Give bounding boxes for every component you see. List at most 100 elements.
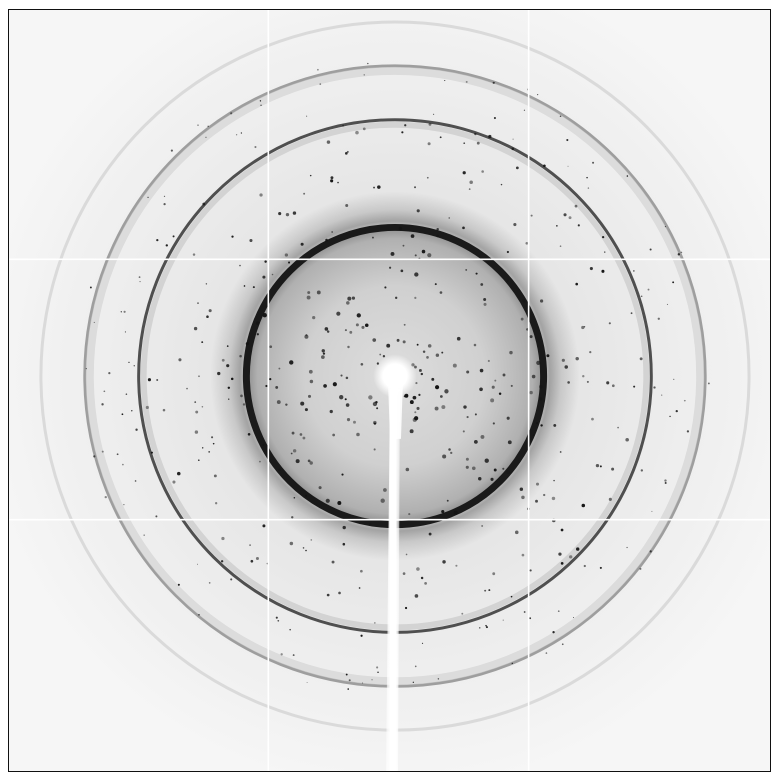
diffraction-spot [664, 479, 667, 482]
diffraction-spot [485, 624, 487, 627]
diffraction-spot [355, 323, 359, 327]
diffraction-spot [262, 275, 266, 279]
diffraction-spot [653, 386, 656, 389]
diffraction-spot [346, 418, 351, 422]
diffraction-spot [509, 350, 513, 355]
diffraction-spot [611, 384, 615, 388]
diffraction-spot [143, 534, 145, 536]
beamstop-arm [386, 389, 400, 771]
diffraction-spot [463, 142, 466, 144]
diffraction-spot [291, 516, 294, 519]
diffraction-spot [332, 382, 337, 387]
diffraction-spot [227, 386, 231, 390]
diffraction-spot [481, 170, 484, 173]
diffraction-spot [242, 403, 246, 406]
diffraction-spot [410, 234, 415, 238]
diffraction-spot [194, 401, 197, 403]
diffraction-spot [487, 359, 490, 363]
diffraction-spot [360, 634, 363, 637]
diffraction-spot [520, 317, 524, 321]
diffraction-spot [493, 116, 496, 120]
diffraction-spot [589, 351, 592, 354]
diffraction-spot [331, 560, 335, 564]
diffraction-spot [262, 443, 265, 446]
diffraction-spot [369, 522, 372, 525]
diffraction-spot [275, 385, 279, 389]
diffraction-spot [471, 466, 476, 471]
diffraction-spot [372, 338, 377, 342]
diffraction-spot [439, 291, 443, 294]
diffraction-spot [201, 447, 204, 449]
diffraction-spot [307, 459, 311, 463]
diffraction-spot [559, 451, 562, 453]
diffraction-spot [427, 253, 432, 258]
diffraction-spot [405, 553, 408, 556]
diffraction-spot [303, 192, 306, 195]
diffraction-spot [337, 181, 339, 184]
diffraction-spot [601, 269, 605, 273]
diffraction-spot [85, 368, 87, 370]
diffraction-spot [347, 688, 350, 690]
diffraction-spot [483, 302, 487, 306]
diffraction-spot [278, 468, 281, 472]
diffraction-spot [336, 311, 341, 316]
diffraction-spot [285, 403, 288, 406]
diffraction-spot [686, 430, 690, 433]
diffraction-spot [567, 381, 570, 384]
diffraction-spot [420, 576, 424, 580]
diffraction-spot [421, 642, 424, 644]
diffraction-spot [510, 384, 513, 387]
diffraction-spot [205, 283, 208, 285]
diffraction-spot [145, 405, 149, 410]
diffraction-spot [512, 138, 514, 140]
diffraction-spot [416, 406, 420, 410]
diffraction-spot [522, 299, 526, 303]
diffraction-spot [400, 269, 404, 273]
diffraction-spot [551, 496, 556, 501]
diffraction-spot [521, 495, 525, 500]
diffraction-spot [364, 323, 369, 328]
diffraction-spot [599, 566, 602, 570]
diffraction-spot [374, 622, 376, 624]
diffraction-spot [586, 380, 589, 383]
diffraction-spot [510, 595, 513, 598]
diffraction-spot [120, 311, 122, 313]
diffraction-spot [345, 673, 348, 676]
diffraction-spot [347, 345, 350, 349]
diffraction-spot [439, 395, 443, 398]
diffraction-spot [249, 544, 251, 546]
diffraction-spot [373, 186, 375, 189]
diffraction-spot [416, 567, 420, 571]
diffraction-spot [330, 179, 334, 183]
diffraction-spot [239, 354, 242, 358]
diffraction-spot [404, 606, 408, 610]
diffraction-spot [559, 245, 562, 247]
diffraction-spot [123, 310, 126, 313]
diffraction-spot [426, 356, 429, 359]
diffraction-spot [372, 236, 374, 239]
diffraction-spot [307, 394, 312, 398]
diffraction-spot [567, 165, 569, 167]
diffraction-spot [626, 175, 629, 177]
diffraction-spot [254, 146, 257, 149]
diffraction-spot [492, 572, 496, 576]
diffraction-spot [574, 204, 578, 208]
diffraction-spot [633, 385, 636, 388]
diffraction-spot [546, 354, 550, 358]
diffraction-spot [386, 343, 391, 348]
diffraction-spot [305, 333, 308, 336]
diffraction-spot [473, 439, 478, 444]
diffraction-spot [295, 459, 300, 464]
diffraction-spot [414, 665, 417, 668]
diffraction-spot [300, 401, 305, 406]
diffraction-spot [582, 375, 585, 378]
diffraction-spot [416, 209, 420, 213]
diffraction-spot [206, 315, 209, 318]
diffraction-spot [553, 423, 557, 427]
diffraction-spot [308, 369, 313, 374]
diffraction-spot [125, 393, 128, 395]
diffraction-spot [235, 134, 238, 136]
diffraction-spot [269, 345, 273, 349]
diffraction-spot [405, 467, 410, 472]
diffraction-spot [292, 654, 295, 657]
